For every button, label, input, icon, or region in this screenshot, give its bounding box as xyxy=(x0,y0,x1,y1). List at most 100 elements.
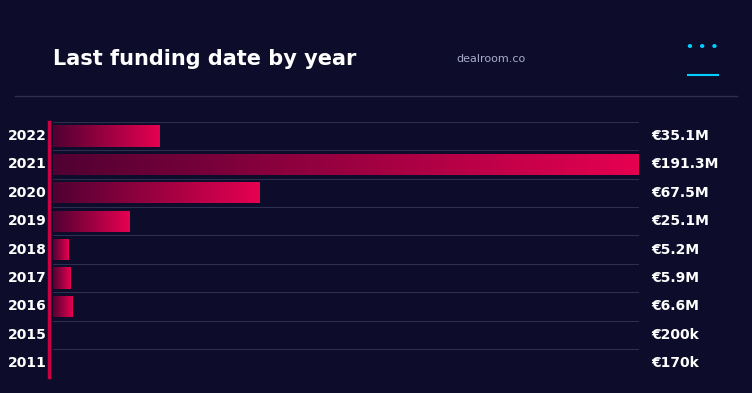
Bar xyxy=(299,154,301,175)
Bar xyxy=(305,154,307,175)
Bar xyxy=(162,154,164,175)
Bar xyxy=(319,154,320,175)
Bar xyxy=(326,154,329,175)
Bar xyxy=(92,154,94,175)
Bar xyxy=(535,154,538,175)
Bar xyxy=(121,154,123,175)
Bar xyxy=(78,154,80,175)
Bar xyxy=(199,154,202,175)
Bar xyxy=(534,154,535,175)
Bar xyxy=(402,154,405,175)
Bar xyxy=(620,154,622,175)
Bar xyxy=(141,154,143,175)
Bar xyxy=(407,154,408,175)
Text: €191.3M: €191.3M xyxy=(651,158,718,171)
Bar xyxy=(405,154,407,175)
Text: €6.6M: €6.6M xyxy=(651,299,699,313)
Bar xyxy=(395,154,397,175)
Bar xyxy=(320,154,323,175)
Bar xyxy=(127,154,129,175)
Bar xyxy=(76,154,78,175)
Bar xyxy=(160,154,162,175)
Bar xyxy=(502,154,505,175)
Bar xyxy=(256,154,258,175)
Bar xyxy=(183,154,186,175)
Bar xyxy=(495,154,496,175)
Bar xyxy=(544,154,545,175)
Bar xyxy=(420,154,422,175)
Bar xyxy=(600,154,602,175)
Bar xyxy=(549,154,551,175)
Bar xyxy=(338,154,340,175)
Bar xyxy=(99,154,102,175)
Bar xyxy=(182,154,183,175)
Bar xyxy=(281,154,284,175)
Bar xyxy=(637,154,639,175)
Text: Last funding date by year: Last funding date by year xyxy=(53,49,356,69)
Bar xyxy=(280,154,281,175)
Bar xyxy=(135,154,137,175)
Bar xyxy=(180,154,182,175)
Bar xyxy=(547,154,549,175)
Bar xyxy=(606,154,608,175)
Bar xyxy=(264,154,265,175)
Bar xyxy=(373,154,375,175)
Bar xyxy=(387,154,389,175)
Bar xyxy=(221,154,223,175)
Bar xyxy=(235,154,236,175)
Bar xyxy=(236,154,238,175)
Bar xyxy=(500,154,502,175)
Bar xyxy=(475,154,477,175)
Bar xyxy=(197,154,199,175)
Text: 2015: 2015 xyxy=(8,328,47,342)
Bar xyxy=(352,154,353,175)
Bar xyxy=(265,154,268,175)
Bar xyxy=(203,154,205,175)
Text: €67.5M: €67.5M xyxy=(651,186,708,200)
Bar xyxy=(632,154,633,175)
Bar xyxy=(408,154,411,175)
Bar xyxy=(608,154,610,175)
Bar xyxy=(471,154,473,175)
Bar xyxy=(102,154,104,175)
Bar xyxy=(417,154,418,175)
Bar xyxy=(627,154,629,175)
Bar xyxy=(313,154,314,175)
Bar xyxy=(297,154,299,175)
Bar xyxy=(254,154,256,175)
Bar xyxy=(430,154,432,175)
Bar xyxy=(332,154,334,175)
Bar xyxy=(602,154,604,175)
Bar xyxy=(389,154,391,175)
Bar xyxy=(524,154,526,175)
Bar xyxy=(226,154,229,175)
Bar xyxy=(158,154,160,175)
Bar xyxy=(626,154,627,175)
Bar xyxy=(581,154,583,175)
Bar xyxy=(569,154,571,175)
Bar xyxy=(575,154,577,175)
Bar xyxy=(148,154,150,175)
Bar xyxy=(53,154,55,175)
Bar xyxy=(418,154,420,175)
Bar xyxy=(422,154,424,175)
Bar xyxy=(229,154,231,175)
Bar xyxy=(363,154,365,175)
Bar xyxy=(622,154,623,175)
Bar xyxy=(633,154,635,175)
Bar xyxy=(465,154,467,175)
Bar xyxy=(473,154,475,175)
Bar xyxy=(65,154,66,175)
Bar xyxy=(88,154,89,175)
Bar xyxy=(334,154,336,175)
Bar xyxy=(463,154,465,175)
Bar xyxy=(119,154,121,175)
Bar xyxy=(241,154,242,175)
Bar xyxy=(147,154,148,175)
Bar xyxy=(518,154,520,175)
Bar xyxy=(123,154,125,175)
Text: n: n xyxy=(432,56,439,66)
Bar xyxy=(309,154,311,175)
Bar xyxy=(193,154,196,175)
Bar xyxy=(270,154,271,175)
